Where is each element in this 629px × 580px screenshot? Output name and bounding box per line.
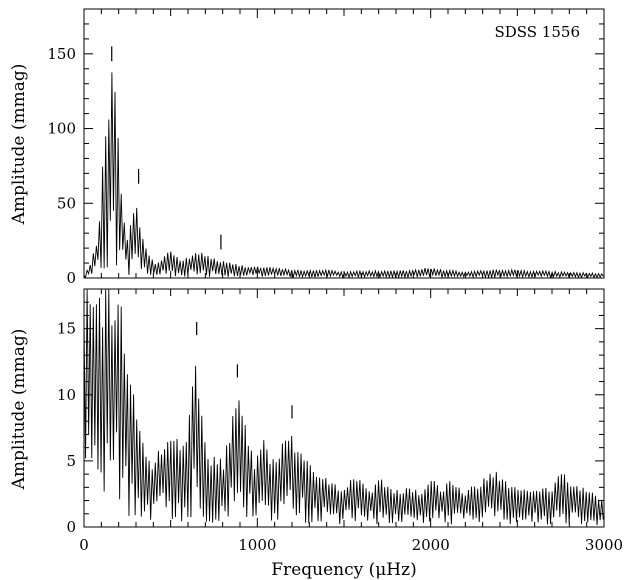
bot-spectrum-line — [84, 289, 604, 526]
bottom-marker-lines — [196, 322, 293, 419]
top-spectrum-trace — [84, 72, 604, 278]
bottom-axis-ticks: 0 5 10 15 0 1000 2000 3000 — [57, 288, 623, 554]
bot-xtick-label: 3000 — [585, 536, 623, 554]
top-ytick-label: 0 — [66, 269, 76, 287]
top-axis-ticks: 0 50 100 150 — [47, 8, 605, 287]
bottom-plot-frame — [83, 288, 605, 528]
top-ytick-label: 50 — [57, 194, 76, 212]
bot-ytick-label: 15 — [57, 320, 76, 338]
panel-bottom: 0 5 10 15 0 1000 2000 3000 Amplitude (mmag) Fre… — [9, 288, 623, 580]
bot-ytick-label: 10 — [57, 386, 76, 404]
bottom-spectrum-trace — [84, 289, 604, 526]
top-ytick-label: 100 — [47, 120, 76, 138]
top-plot-frame — [83, 8, 605, 279]
top-ytick-label: 150 — [47, 45, 76, 63]
bot-ytick-label: 0 — [66, 518, 76, 536]
top-panel-annotation: SDSS 1556 — [494, 23, 580, 41]
bottom-y-axis-label: Amplitude (mmag) — [9, 329, 29, 491]
bot-xtick-label: 2000 — [412, 536, 450, 554]
panel-top: 0 50 100 150 SDSS 1556 Amplitude (mmag) — [9, 8, 605, 287]
bot-ytick-label: 5 — [66, 452, 76, 470]
top-marker-lines — [111, 46, 222, 250]
top-spectrum-line — [84, 72, 604, 278]
bot-xtick-label: 0 — [79, 536, 89, 554]
x-axis-label: Frequency (μHz) — [271, 560, 416, 580]
top-y-axis-label: Amplitude (mmag) — [9, 64, 29, 226]
bot-xtick-label: 1000 — [238, 536, 276, 554]
